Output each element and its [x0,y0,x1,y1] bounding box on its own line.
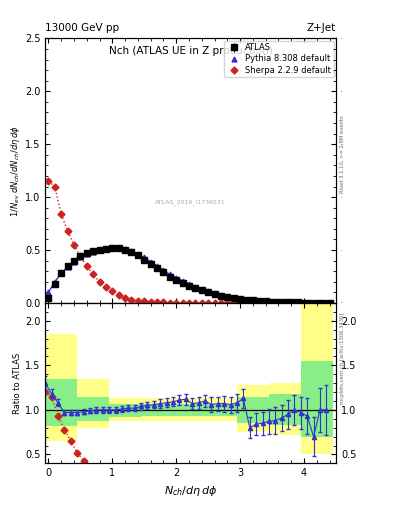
Sherpa 2.2.9 default [161,300,166,306]
Pythia 8.308 default [52,279,57,285]
Pythia 8.308 default [123,246,127,252]
Sherpa 2.2.9 default [136,297,140,304]
Pythia 8.308 default [231,294,236,301]
Pythia 8.308 default [199,286,204,292]
Text: mcplots.cern.ch [arXiv:1306.3436]: mcplots.cern.ch [arXiv:1306.3436] [340,313,345,404]
Pythia 8.308 default [91,249,95,255]
Pythia 8.308 default [212,290,217,296]
Sherpa 2.2.9 default [155,299,160,305]
Pythia 8.308 default [314,300,319,306]
Y-axis label: Ratio to ATLAS: Ratio to ATLAS [13,353,22,414]
Sherpa 2.2.9 default [78,253,83,260]
Sherpa 2.2.9 default [187,300,191,306]
Pythia 8.308 default [148,259,153,265]
Pythia 8.308 default [251,297,255,303]
Pythia 8.308 default [283,299,287,305]
Pythia 8.308 default [167,271,172,278]
Pythia 8.308 default [116,245,121,251]
Pythia 8.308 default [104,246,108,252]
Sherpa 2.2.9 default [142,298,147,305]
Sherpa 2.2.9 default [72,242,76,248]
Pythia 8.308 default [136,251,140,258]
Pythia 8.308 default [46,289,51,295]
Sherpa 2.2.9 default [84,263,89,269]
Pythia 8.308 default [78,254,83,261]
Pythia 8.308 default [327,300,332,306]
Text: Nch (ATLAS UE in Z production): Nch (ATLAS UE in Z production) [109,47,272,56]
Sherpa 2.2.9 default [212,300,217,306]
Pythia 8.308 default [206,288,211,294]
Pythia 8.308 default [276,299,281,305]
Pythia 8.308 default [270,298,274,305]
Sherpa 2.2.9 default [180,300,185,306]
Sherpa 2.2.9 default [110,288,115,294]
Sherpa 2.2.9 default [244,300,249,306]
Sherpa 2.2.9 default [104,284,108,290]
Sherpa 2.2.9 default [116,292,121,298]
Pythia 8.308 default [129,248,134,254]
Pythia 8.308 default [59,270,64,276]
Pythia 8.308 default [193,284,198,290]
Sherpa 2.2.9 default [199,300,204,306]
Sherpa 2.2.9 default [174,300,178,306]
Pythia 8.308 default [263,298,268,304]
Text: Z+Jet: Z+Jet [307,23,336,33]
Pythia 8.308 default [321,300,325,306]
Pythia 8.308 default [295,300,300,306]
Pythia 8.308 default [219,292,223,298]
Pythia 8.308 default [65,264,70,270]
Sherpa 2.2.9 default [129,296,134,303]
Sherpa 2.2.9 default [59,211,64,217]
Legend: ATLAS, Pythia 8.308 default, Sherpa 2.2.9 default: ATLAS, Pythia 8.308 default, Sherpa 2.2.… [224,41,334,77]
Pythia 8.308 default [308,300,313,306]
Text: 13000 GeV pp: 13000 GeV pp [45,23,119,33]
Sherpa 2.2.9 default [225,300,230,306]
Pythia 8.308 default [238,295,242,302]
Sherpa 2.2.9 default [52,183,57,189]
Pythia 8.308 default [161,267,166,273]
Sherpa 2.2.9 default [219,300,223,306]
Pythia 8.308 default [155,263,160,269]
Pythia 8.308 default [174,274,178,281]
Line: Pythia 8.308 default: Pythia 8.308 default [46,246,332,305]
Pythia 8.308 default [244,296,249,303]
Sherpa 2.2.9 default [206,300,211,306]
Sherpa 2.2.9 default [251,300,255,306]
Pythia 8.308 default [180,278,185,284]
Sherpa 2.2.9 default [238,300,242,306]
Text: Rivet 3.1.10, >= 2.8M events: Rivet 3.1.10, >= 2.8M events [340,115,345,193]
Pythia 8.308 default [187,281,191,287]
Sherpa 2.2.9 default [123,294,127,301]
Pythia 8.308 default [110,245,115,251]
Pythia 8.308 default [225,293,230,300]
Pythia 8.308 default [72,259,76,265]
Sherpa 2.2.9 default [65,228,70,234]
Sherpa 2.2.9 default [193,300,198,306]
Text: ATLAS_2019_I1736531: ATLAS_2019_I1736531 [155,200,226,205]
Sherpa 2.2.9 default [231,300,236,306]
Pythia 8.308 default [97,247,102,253]
Y-axis label: $1/N_{ev}\;dN_{ch}/dN_{ch}/d\eta\,d\phi$: $1/N_{ev}\;dN_{ch}/dN_{ch}/d\eta\,d\phi$ [9,125,22,217]
Pythia 8.308 default [142,254,147,261]
X-axis label: $N_{ch}/d\eta\,d\phi$: $N_{ch}/d\eta\,d\phi$ [164,484,217,498]
Sherpa 2.2.9 default [148,299,153,305]
Line: Sherpa 2.2.9 default: Sherpa 2.2.9 default [46,179,255,305]
Pythia 8.308 default [84,251,89,258]
Sherpa 2.2.9 default [91,271,95,278]
Pythia 8.308 default [257,297,262,304]
Pythia 8.308 default [302,300,307,306]
Pythia 8.308 default [289,300,294,306]
Sherpa 2.2.9 default [167,300,172,306]
Sherpa 2.2.9 default [46,178,51,184]
Sherpa 2.2.9 default [97,279,102,285]
